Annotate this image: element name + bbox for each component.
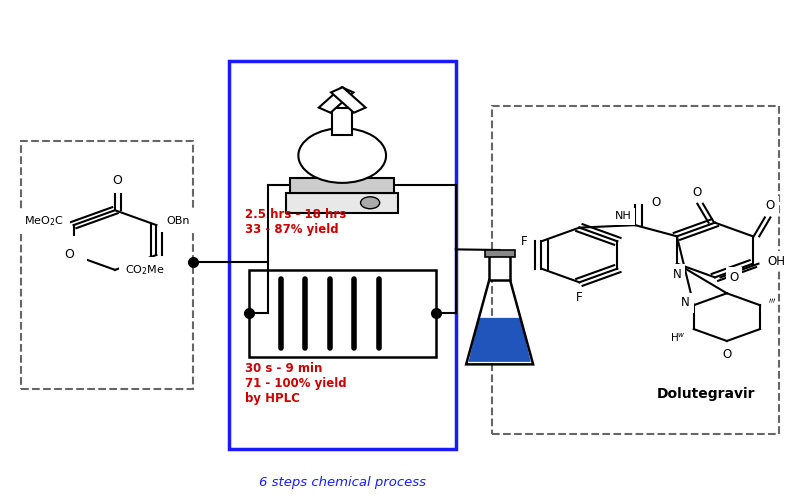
Text: O: O [693,186,702,199]
Text: CO$_2$Me: CO$_2$Me [125,263,164,277]
Circle shape [361,197,380,208]
Text: N: N [682,296,690,309]
Text: MeO$_2$C: MeO$_2$C [24,214,64,228]
Polygon shape [469,318,530,362]
Polygon shape [318,87,354,112]
Text: F: F [576,292,582,304]
Text: O: O [722,348,731,362]
Text: 6 steps chemical process: 6 steps chemical process [258,476,426,489]
Text: 33 - 87% yield: 33 - 87% yield [245,222,338,235]
Text: Dolutegravir: Dolutegravir [656,387,754,401]
Text: O: O [766,200,775,212]
Text: $^{\prime\prime\prime}$: $^{\prime\prime\prime}$ [768,298,776,308]
Text: NH: NH [615,212,632,222]
Bar [229,61,456,449]
Bar [249,270,436,357]
Bar [492,106,778,434]
Text: by HPLC: by HPLC [245,392,299,404]
Text: OBn: OBn [166,216,190,226]
Text: F: F [521,235,527,248]
Bar [22,140,193,389]
Bar [286,193,398,212]
Text: H$^w$: H$^w$ [670,332,686,344]
Bar [332,108,352,135]
Circle shape [298,128,386,183]
Text: 30 s - 9 min: 30 s - 9 min [245,362,322,375]
Bar [490,255,510,280]
Text: O: O [65,248,74,262]
Bar [290,178,394,193]
Text: O: O [651,196,660,209]
Text: N: N [673,268,682,280]
Text: 2.5 hrs - 18 hrs: 2.5 hrs - 18 hrs [245,208,346,220]
Bar [485,250,515,258]
Text: O: O [730,271,738,284]
Text: 71 - 100% yield: 71 - 100% yield [245,376,346,390]
Text: O: O [113,174,122,187]
Polygon shape [331,87,366,112]
Text: OH: OH [767,254,786,268]
